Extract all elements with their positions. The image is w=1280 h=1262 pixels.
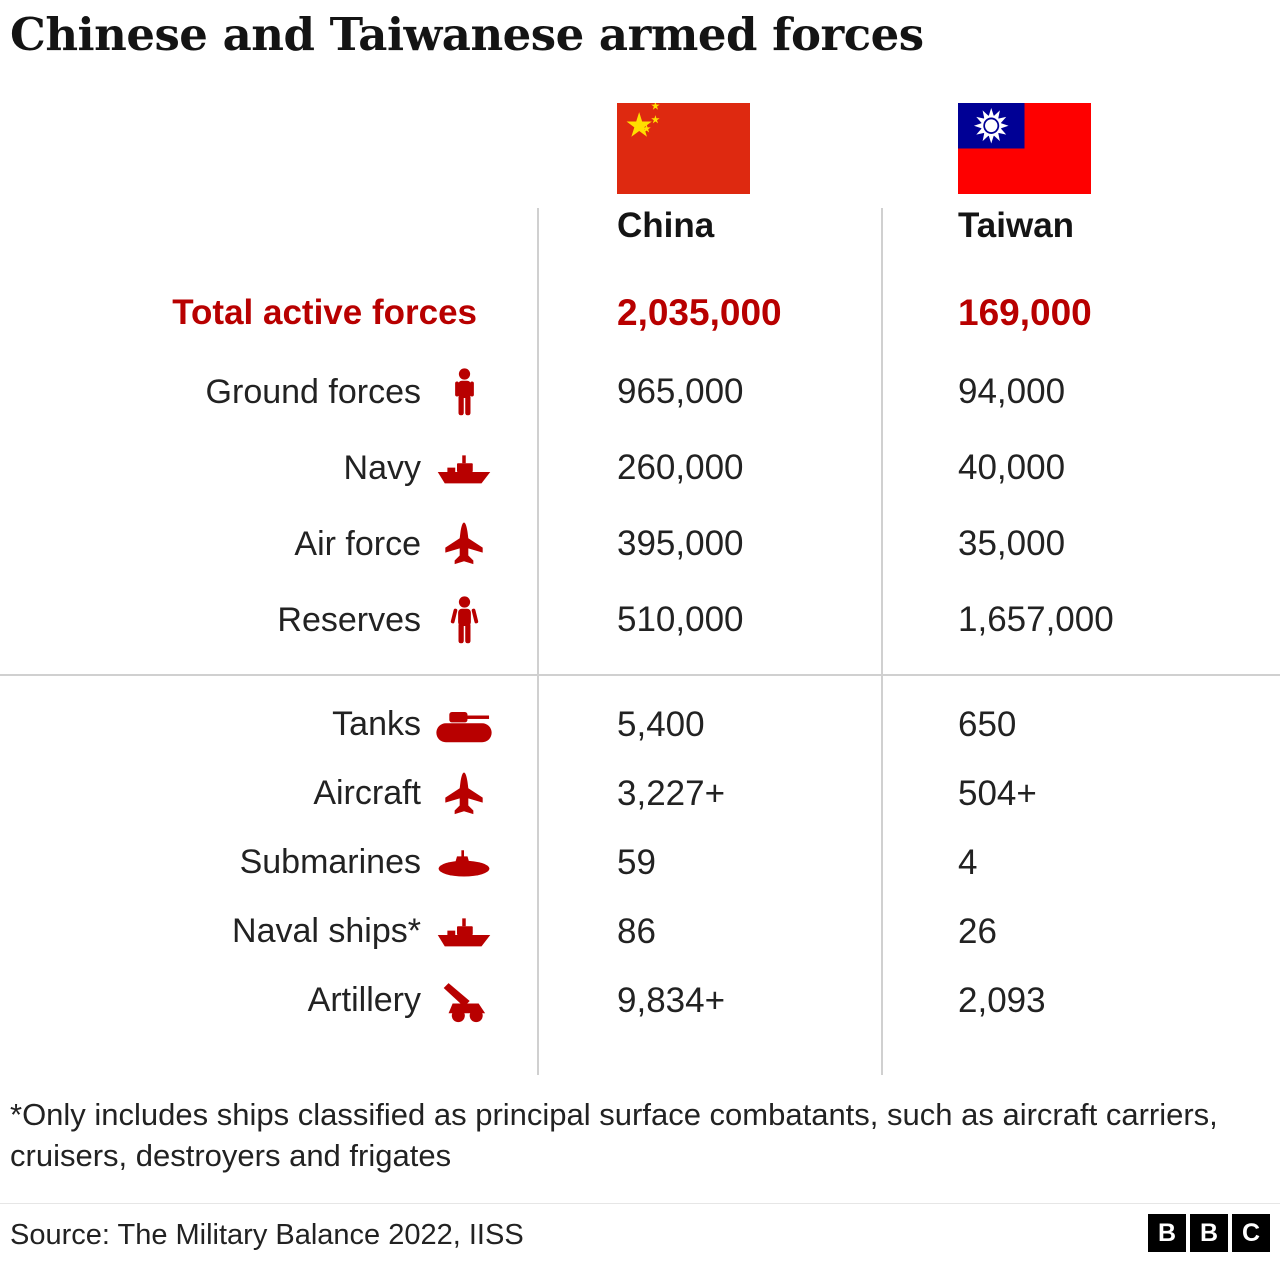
row-label: Aircraft	[0, 770, 537, 818]
ground-forces-label: Ground forces	[205, 372, 421, 411]
table-row-tanks: Tanks 5,400 650	[0, 690, 1280, 759]
fighter-jet-icon	[435, 520, 493, 568]
table-row-total: Total active forces 2,035,000 169,000	[0, 272, 1280, 354]
taiwan-value: 4	[958, 842, 978, 882]
taiwan-flag	[958, 103, 1091, 194]
table-row-naval-ships: Naval ships* 86 26	[0, 897, 1280, 966]
bbc-logo-letter: B	[1190, 1214, 1228, 1252]
total-taiwan-value: 169,000	[958, 292, 1092, 333]
tanks-label: Tanks	[332, 705, 421, 743]
tank-icon	[435, 701, 493, 749]
table-row-air-force: Air force 395,000 35,000	[0, 506, 1280, 582]
reservist-icon	[435, 596, 493, 644]
artillery-icon	[435, 977, 493, 1025]
taiwan-value: 2,093	[958, 980, 1046, 1020]
row-label-total: Total active forces	[0, 293, 537, 333]
row-label: Submarines	[0, 839, 537, 887]
table-row-navy: Navy 260,000 40,000	[0, 430, 1280, 506]
china-value: 5,400	[617, 704, 705, 744]
taiwan-value: 504+	[958, 773, 1037, 813]
footnote: *Only includes ships classified as princ…	[10, 1097, 1218, 1173]
china-value: 59	[617, 842, 656, 882]
bbc-logo-letter: B	[1148, 1214, 1186, 1252]
submarine-icon	[435, 839, 493, 887]
china-value: 260,000	[617, 448, 744, 487]
table-row-submarines: Submarines 59 4	[0, 828, 1280, 897]
row-label: Ground forces	[0, 368, 537, 416]
taiwan-value: 26	[958, 911, 997, 951]
row-label: Reserves	[0, 596, 537, 644]
china-value: 965,000	[617, 372, 744, 411]
table-row-ground-forces: Ground forces 965,000 94,000	[0, 354, 1280, 430]
taiwan-value: 40,000	[958, 448, 1066, 487]
naval-ships-label: Naval ships*	[232, 912, 421, 950]
china-flag	[617, 103, 750, 194]
source-text: Source: The Military Balance 2022, IISS	[10, 1219, 524, 1251]
china-value: 86	[617, 911, 656, 951]
row-label: Tanks	[0, 701, 537, 749]
china-value: 3,227+	[617, 773, 726, 813]
row-label: Air force	[0, 520, 537, 568]
section-divider	[0, 674, 1280, 676]
page-title: Chinese and Taiwanese armed forces	[10, 8, 924, 61]
china-value: 9,834+	[617, 980, 726, 1020]
warship-icon	[435, 908, 493, 956]
bbc-logo: B B C	[1148, 1214, 1270, 1252]
row-label: Artillery	[0, 977, 537, 1025]
bbc-logo-letter: C	[1232, 1214, 1270, 1252]
navy-label: Navy	[343, 448, 421, 487]
taiwan-value: 35,000	[958, 524, 1066, 563]
table-row-aircraft: Aircraft 3,227+ 504+	[0, 759, 1280, 828]
footer-divider	[0, 1203, 1280, 1204]
column-header-taiwan: Taiwan	[958, 206, 1075, 245]
submarines-label: Submarines	[239, 843, 421, 881]
aircraft-label: Aircraft	[313, 774, 421, 812]
table-row-reserves: Reserves 510,000 1,657,000	[0, 582, 1280, 658]
table-row-artillery: Artillery 9,834+ 2,093	[0, 966, 1280, 1035]
china-value: 395,000	[617, 524, 744, 563]
row-label: Naval ships*	[0, 908, 537, 956]
total-china-value: 2,035,000	[617, 292, 782, 333]
soldier-icon	[435, 368, 493, 416]
taiwan-flag-graphic	[958, 103, 1091, 194]
china-value: 510,000	[617, 600, 744, 639]
reserves-label: Reserves	[277, 600, 421, 639]
forces-table: Total active forces 2,035,000 169,000 Gr…	[0, 272, 1280, 1035]
taiwan-value: 1,657,000	[958, 600, 1114, 639]
china-flag-graphic	[617, 103, 750, 194]
column-divider-right	[881, 208, 883, 1075]
taiwan-value: 94,000	[958, 372, 1066, 411]
row-label: Navy	[0, 444, 537, 492]
fighter-jet-icon	[435, 770, 493, 818]
total-label: Total active forces	[172, 293, 477, 332]
column-divider-left	[537, 208, 539, 1075]
taiwan-value: 650	[958, 704, 1017, 744]
warship-icon	[435, 444, 493, 492]
air-force-label: Air force	[294, 524, 421, 563]
column-header-china: China	[617, 206, 715, 245]
artillery-label: Artillery	[307, 981, 421, 1019]
